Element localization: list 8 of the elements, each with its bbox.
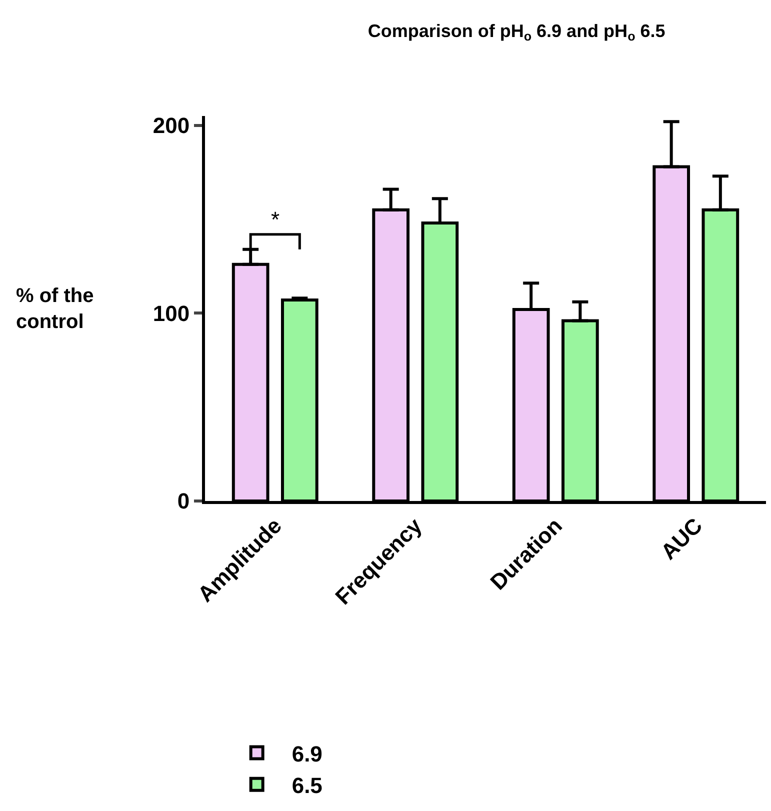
y-tick-label: 200 xyxy=(152,113,190,138)
chart-title: Comparison of pH$_{o}$ 6.9 and pH$_{o}$ 6.5 xyxy=(368,20,666,44)
y-tick-label: 0 xyxy=(177,488,190,514)
legend-label: 6.5 xyxy=(292,772,322,798)
y-axis-title: % of the control xyxy=(16,285,94,333)
y-tick-label: 100 xyxy=(152,300,190,326)
annotation: * xyxy=(271,207,280,232)
legend-label: 6.9 xyxy=(292,741,322,766)
